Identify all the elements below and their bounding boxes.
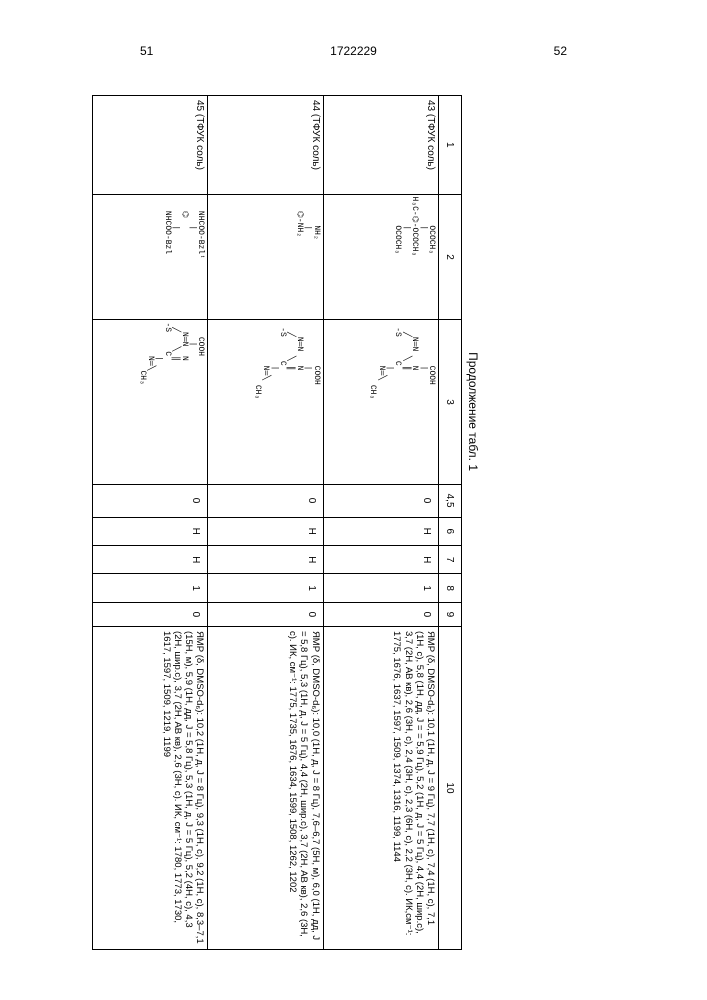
cell-8: 1 (93, 574, 208, 602)
col-header: 7 (439, 545, 462, 573)
cell-9: 0 (323, 602, 438, 626)
structure-3: COOH | N═N N ╱ ╲ ║ -S C | N═╲ CH₃ (93, 320, 208, 484)
structure-2: NH₂ | ⌬-NH₂ (208, 194, 323, 320)
col-header: 9 (439, 602, 462, 626)
structure-3: COOH | N═N N ╱ ╲ ║ -S C | N═╲ CH₃ (323, 320, 438, 484)
table-row: 43 (ТФУК соль) OCOCH₃ | H₃C-⌬-OCOCH₃ | O… (323, 96, 438, 950)
col-header: 3 (439, 320, 462, 484)
structure-2: NHCOO-Bzlᵗ | ⌬ | NHCOO-Bzl (93, 194, 208, 320)
table-row: 45 (ТФУК соль) NHCOO-Bzlᵗ | ⌬ | NHCOO-Bz… (93, 96, 208, 950)
col-header: 2 (439, 194, 462, 320)
col-header: 1 (439, 96, 462, 195)
cell-6: H (208, 517, 323, 545)
page: 51 1722229 52 Продолжение табл. 1 1 2 3 … (0, 0, 707, 1000)
page-header: 51 1722229 52 (0, 44, 707, 58)
col-header: 6 (439, 517, 462, 545)
cell-6: H (323, 517, 438, 545)
cell-7: H (208, 545, 323, 573)
table-caption: Продолжение табл. 1 (466, 95, 480, 475)
compound-id: 43 (ТФУК соль) (323, 96, 438, 195)
nmr-data: ЯМР (δ, DMSO-d₆): 10,2 (1H, д, J = 8 Гц)… (93, 626, 208, 949)
col-header: 10 (439, 626, 462, 949)
cell-7: H (93, 545, 208, 573)
cell-8: 1 (323, 574, 438, 602)
nmr-data: ЯМР (δ, DMSO-d₆): 10,1 (1H, д, J = 9 Гц)… (323, 626, 438, 949)
nmr-data: ЯМР (δ, DMSO-d₆): 10,0 (1H, д, J = 8 Гц)… (208, 626, 323, 949)
cell-6: H (93, 517, 208, 545)
table-container: Продолжение табл. 1 1 2 3 4,5 6 7 8 9 10 (0, 95, 480, 475)
col-header: 4,5 (439, 484, 462, 517)
document-number: 1722229 (330, 44, 377, 58)
cell-45: 0 (93, 484, 208, 517)
page-number-right: 52 (554, 44, 567, 58)
cell-45: 0 (208, 484, 323, 517)
cell-45: 0 (323, 484, 438, 517)
cell-7: H (323, 545, 438, 573)
col-header: 8 (439, 574, 462, 602)
data-table: 1 2 3 4,5 6 7 8 9 10 43 (ТФУК соль) OCOC… (92, 95, 462, 950)
compound-id: 45 (ТФУК соль) (93, 96, 208, 195)
table-row: 44 (ТФУК соль) NH₂ | ⌬-NH₂ COOH | N═N N … (208, 96, 323, 950)
cell-9: 0 (93, 602, 208, 626)
cell-8: 1 (208, 574, 323, 602)
compound-id: 44 (ТФУК соль) (208, 96, 323, 195)
page-number-left: 51 (140, 44, 153, 58)
cell-9: 0 (208, 602, 323, 626)
table-header-row: 1 2 3 4,5 6 7 8 9 10 (439, 96, 462, 950)
structure-3: COOH | N═N N ╱ ╲ ║ -S C | N═╲ CH₃ (208, 320, 323, 484)
structure-2: OCOCH₃ | H₃C-⌬-OCOCH₃ | OCOCH₃ (323, 194, 438, 320)
